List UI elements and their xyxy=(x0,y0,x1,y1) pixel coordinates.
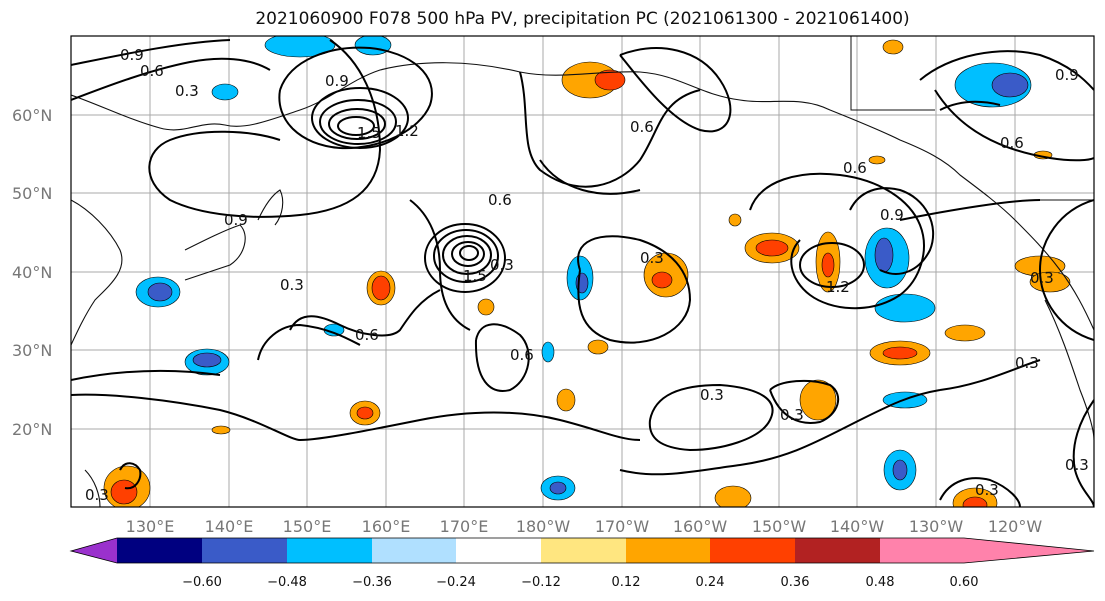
colorbar-segment xyxy=(202,538,287,563)
contour-label: 0.6 xyxy=(843,159,867,177)
colorbar-segment xyxy=(795,538,880,563)
contour-label: 0.3 xyxy=(1015,354,1039,372)
lon-label: 120°W xyxy=(988,517,1043,536)
lon-label: 130°W xyxy=(909,517,964,536)
lon-label: 160°W xyxy=(673,517,728,536)
contour-label: 0.3 xyxy=(490,256,514,274)
contour-label: 0.3 xyxy=(175,82,199,100)
contour-label: 0.6 xyxy=(1000,134,1024,152)
colorbar-tick-labels: −0.60 −0.48 −0.36 −0.24 −0.12 0.12 0.24 … xyxy=(182,575,978,590)
contour-label: 0.3 xyxy=(700,386,724,404)
colorbar-tick-label: −0.36 xyxy=(352,575,392,590)
lon-label: 150°W xyxy=(752,517,807,536)
colorbar-outline xyxy=(69,537,1095,564)
contour-label: 0.9 xyxy=(224,211,248,229)
colorbar-segment xyxy=(117,538,202,563)
contour-label: 0.3 xyxy=(280,276,304,294)
colorbar-tick-label: −0.60 xyxy=(182,575,222,590)
contour-label: 0.3 xyxy=(85,486,109,504)
contour-label: 0.9 xyxy=(880,206,904,224)
lat-label: 20°N xyxy=(12,420,52,439)
colorbar-tick-label: 0.24 xyxy=(696,575,725,590)
longitude-labels: 130°E 140°E 150°E 160°E 170°E 180°W 170°… xyxy=(126,517,1043,536)
latitude-labels: 60°N 50°N 40°N 30°N 20°N xyxy=(12,106,52,439)
colorbar-segment xyxy=(710,538,795,563)
map-title: 2021060900 F078 500 hPa PV, precipitatio… xyxy=(255,9,910,29)
contour-label: 1.5 xyxy=(463,267,487,285)
contour-label: 1.5 xyxy=(357,124,381,142)
lat-label: 50°N xyxy=(12,184,52,203)
political-borders xyxy=(850,36,1094,201)
colorbar-segment xyxy=(372,538,456,563)
lon-label: 150°E xyxy=(283,517,332,536)
colorbar-extend-low xyxy=(71,538,117,563)
lon-label: 140°E xyxy=(205,517,254,536)
contour-label: 0.3 xyxy=(1030,269,1054,287)
contour-label: 0.6 xyxy=(488,191,512,209)
contour-label: 1.2 xyxy=(826,278,850,296)
map-border xyxy=(70,35,1095,508)
contour-label: 0.3 xyxy=(975,481,999,499)
contour-label: 0.3 xyxy=(640,249,664,267)
contour-label: 0.6 xyxy=(630,118,654,136)
contour-labels: 0.9 0.6 0.3 0.9 1.2 1.5 0.6 0.9 0.3 1.5 … xyxy=(85,46,1089,504)
lon-label: 160°E xyxy=(362,517,411,536)
contour-label: 0.3 xyxy=(1065,456,1089,474)
contour-label: 0.9 xyxy=(1055,66,1079,84)
colorbar-tick-label: −0.24 xyxy=(436,575,476,590)
colorbar-tick-label: 0.48 xyxy=(866,575,895,590)
contour-label: 0.6 xyxy=(140,62,164,80)
colorbar-tick-label: −0.12 xyxy=(521,575,561,590)
gridlines xyxy=(71,36,1094,507)
lon-label: 180°W xyxy=(516,517,571,536)
colorbar-segment xyxy=(456,538,541,563)
coastlines xyxy=(71,62,1094,507)
colorbar-tick-label: −0.48 xyxy=(267,575,307,590)
lon-label: 170°W xyxy=(595,517,650,536)
colorbar: −0.60 −0.48 −0.36 −0.24 −0.12 0.12 0.24 … xyxy=(69,537,1095,590)
colorbar-segment xyxy=(626,538,710,563)
lat-label: 40°N xyxy=(12,263,52,282)
contour-label: 0.9 xyxy=(325,72,349,90)
colorbar-tick-label: 0.60 xyxy=(950,575,979,590)
lon-label: 170°E xyxy=(440,517,489,536)
contour-label: 1.2 xyxy=(395,122,419,140)
lat-label: 60°N xyxy=(12,106,52,125)
lon-label: 140°W xyxy=(830,517,885,536)
contour-label: 0.9 xyxy=(120,46,144,64)
colorbar-tick-label: 0.36 xyxy=(781,575,810,590)
contour-label: 0.3 xyxy=(780,406,804,424)
colorbar-tick-label: 0.12 xyxy=(612,575,641,590)
colorbar-extend-high xyxy=(964,538,1094,563)
colorbar-segment xyxy=(880,538,964,563)
lat-label: 30°N xyxy=(12,341,52,360)
contour-label: 0.6 xyxy=(510,346,534,364)
pv-contours xyxy=(71,39,1094,507)
lon-label: 130°E xyxy=(126,517,175,536)
contour-label: 0.6 xyxy=(355,326,379,344)
colorbar-segment xyxy=(541,538,626,563)
colorbar-segment xyxy=(287,538,372,563)
